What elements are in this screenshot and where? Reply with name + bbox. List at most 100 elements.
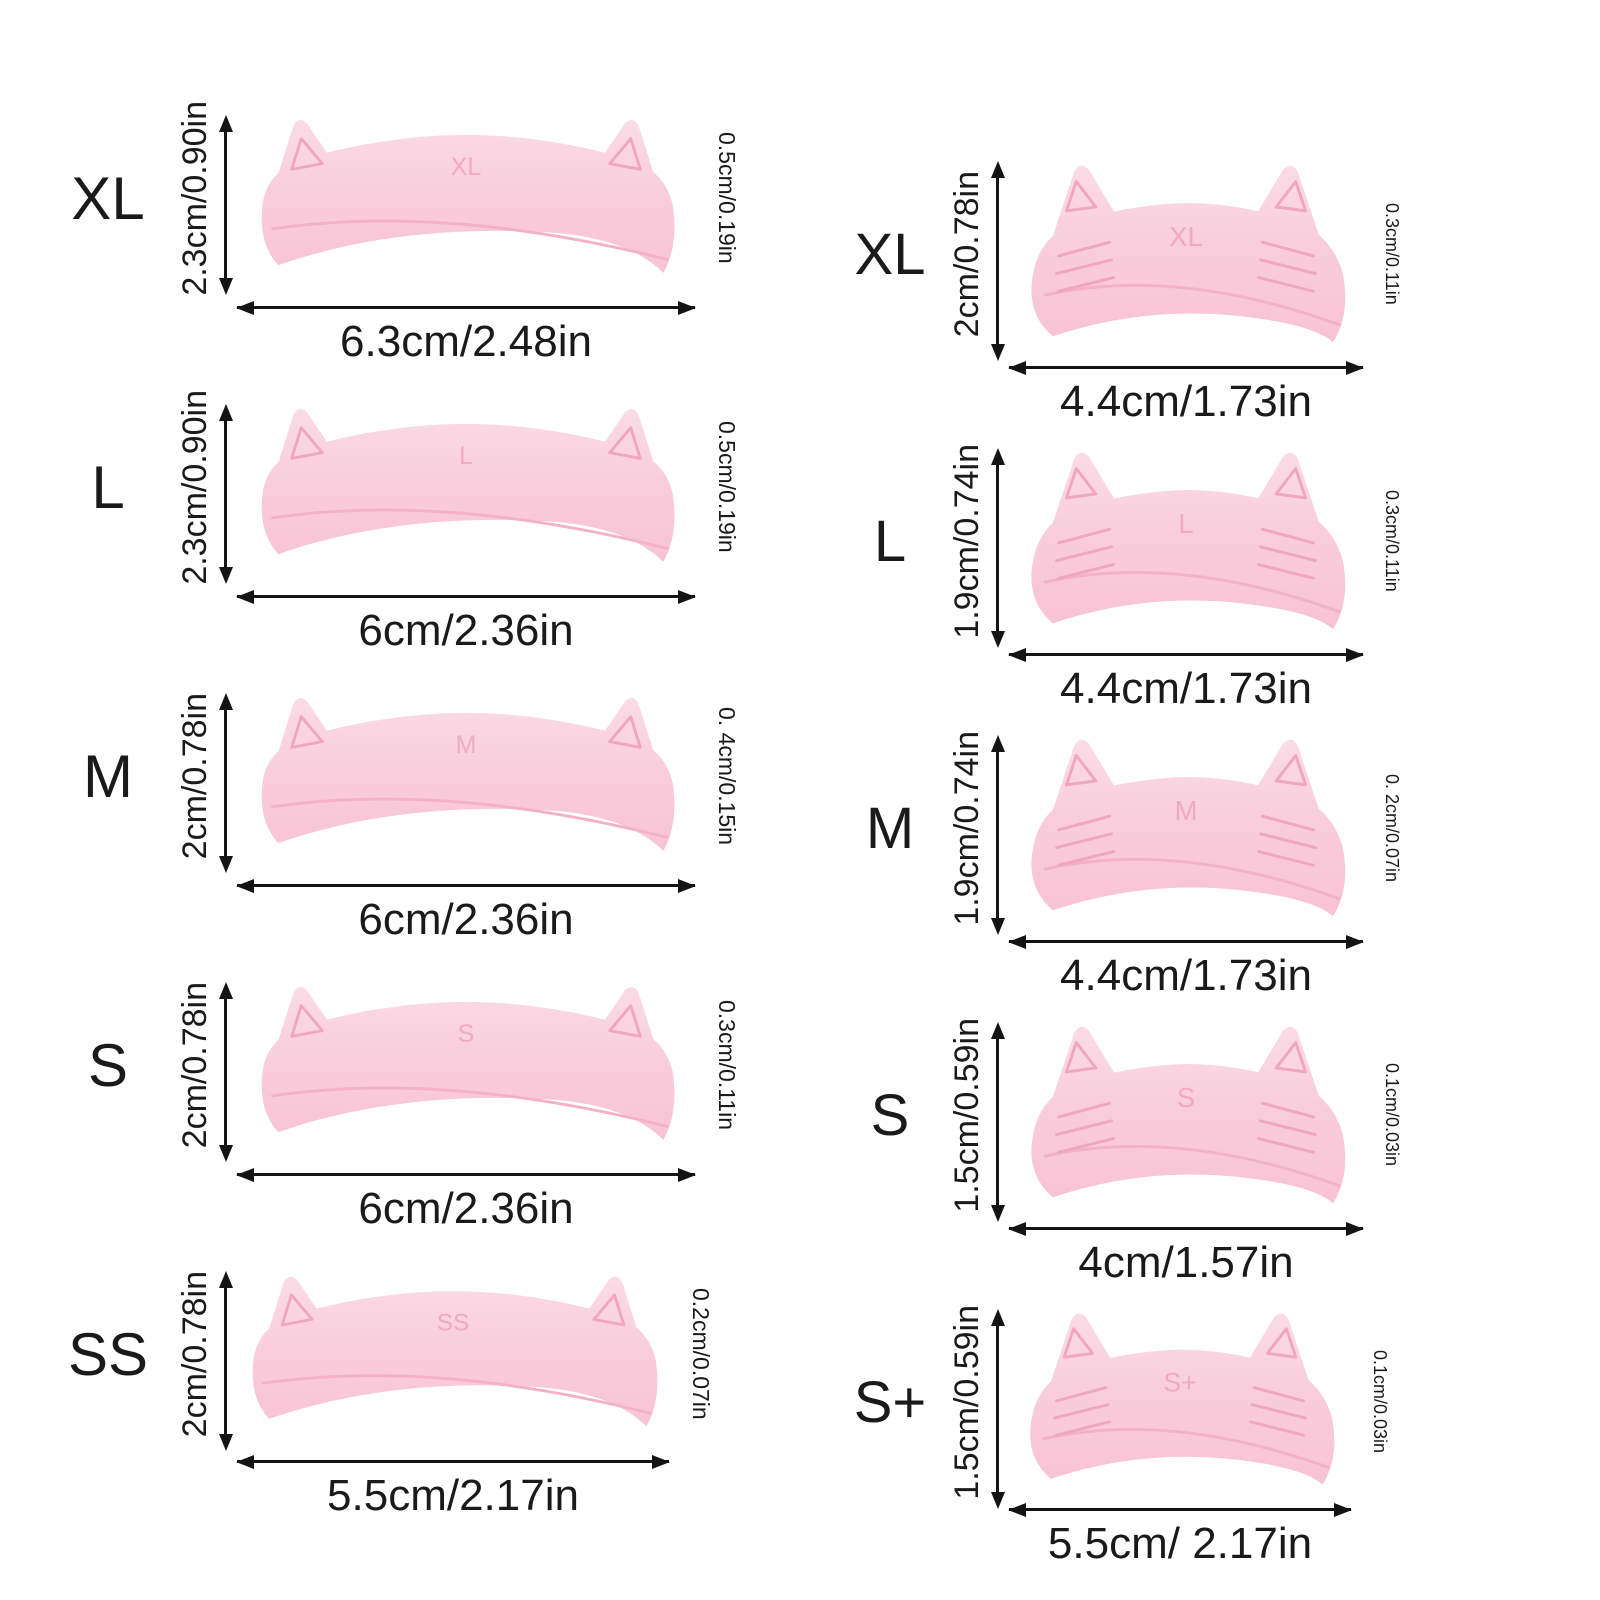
horizontal-arrow-icon <box>1009 1227 1363 1230</box>
lash-pad-image: XL <box>260 118 676 275</box>
height-dimension-label: 1.5cm/0.59in <box>948 1017 986 1213</box>
size-row: SS 2cm/0.78in SS 5.5cm/2.17in 0.2cm/0.07… <box>38 1266 800 1521</box>
lash-pad-image: M <box>260 696 676 853</box>
height-dimension: 2.3cm/0.90in <box>176 390 237 584</box>
pad-size-emboss: SS <box>437 1310 470 1337</box>
size-row: M 2cm/0.78in M 6cm/2.36in 0. 4cm/0.15in <box>38 688 800 945</box>
vertical-arrow-icon <box>996 749 999 920</box>
size-row: XL 2.3cm/0.90in XL 6.3cm/2.48in 0.5cm/0.… <box>38 101 800 367</box>
pad-block: XL 4.4cm/1.73in <box>1009 156 1363 427</box>
width-dimension-label: 4cm/1.57in <box>1078 1238 1294 1287</box>
lash-pad-image: L <box>260 407 676 564</box>
pad-size-emboss: S <box>1177 1082 1195 1113</box>
height-dimension-label: 1.9cm/0.74in <box>948 443 986 639</box>
pad-block: XL 6.3cm/2.48in <box>237 110 695 367</box>
horizontal-arrow-icon <box>237 1173 695 1176</box>
thickness-dimension-label: 0.3cm/0.11in <box>1382 490 1402 592</box>
pad-block: L 4.4cm/1.73in <box>1009 443 1363 714</box>
horizontal-arrow-icon <box>1009 366 1363 369</box>
width-dimension-label: 4.4cm/1.73in <box>1060 377 1312 426</box>
height-dimension-label: 2cm/0.78in <box>176 1270 214 1438</box>
size-row: S 1.5cm/0.59in S 4cm/1.57in 0.1cm/0.03in <box>830 1017 1600 1288</box>
thickness-dimension: 0.3cm/0.11in <box>1382 443 1402 639</box>
thickness-dimension: 0.5cm/0.19in <box>714 399 740 575</box>
pad-size-emboss: L <box>1178 508 1193 539</box>
thickness-dimension: 0. 4cm/0.15in <box>714 688 740 864</box>
width-dimension-label: 4.4cm/1.73in <box>1060 664 1312 713</box>
height-dimension: 2cm/0.78in <box>176 688 237 864</box>
pad-size-emboss: S <box>458 1020 475 1048</box>
size-row: L 1.9cm/0.74in L 4.4cm/1.73in 0.3cm/0.11… <box>830 443 1600 714</box>
thickness-dimension: 0. 2cm/0.07in <box>1382 730 1402 926</box>
pad-size-emboss: M <box>456 731 477 759</box>
horizontal-arrow-icon <box>237 306 695 309</box>
height-dimension-label: 2.3cm/0.90in <box>176 389 214 585</box>
vertical-arrow-icon <box>224 1285 227 1436</box>
width-dimension-label: 5.5cm/ 2.17in <box>1047 1519 1313 1568</box>
lash-pad-image: S <box>260 985 676 1142</box>
pad-block: M 4.4cm/1.73in <box>1009 730 1363 1001</box>
vertical-arrow-icon <box>996 462 999 633</box>
thickness-dimension: 0.2cm/0.07in <box>688 1266 714 1442</box>
vertical-arrow-icon <box>224 707 227 858</box>
height-dimension: 1.9cm/0.74in <box>948 443 1009 639</box>
height-dimension: 2cm/0.78in <box>176 1266 237 1442</box>
vertical-arrow-icon <box>996 1036 999 1207</box>
height-dimension: 1.9cm/0.74in <box>948 730 1009 926</box>
horizontal-arrow-icon <box>237 884 695 887</box>
thickness-dimension-label: 0.3cm/0.11in <box>714 1000 740 1130</box>
thickness-dimension: 0.1cm/0.03in <box>1382 1017 1402 1213</box>
size-label: SS <box>67 1320 149 1388</box>
lash-pad-image: S <box>1029 1025 1347 1205</box>
height-dimension-label: 1.5cm/0.59in <box>948 1304 986 1500</box>
pad-block: SS 5.5cm/2.17in <box>237 1266 669 1521</box>
pad-size-emboss: L <box>459 442 473 470</box>
size-label: M <box>83 742 133 810</box>
lash-pad-image: M <box>1029 738 1347 918</box>
size-row: L 2.3cm/0.90in L 6cm/2.36in 0.5cm/0.19in <box>38 390 800 656</box>
pad-block: S 6cm/2.36in <box>237 977 695 1234</box>
horizontal-arrow-icon <box>1009 653 1363 656</box>
size-label: XL <box>71 164 145 232</box>
thickness-dimension-label: 0. 4cm/0.15in <box>714 706 740 846</box>
horizontal-arrow-icon <box>1009 940 1363 943</box>
pad-size-emboss: S+ <box>1163 1367 1196 1397</box>
pad-block: L 6cm/2.36in <box>237 399 695 656</box>
size-label: S <box>87 1031 129 1099</box>
width-dimension-label: 6cm/2.36in <box>358 895 574 944</box>
size-label: L <box>873 508 907 574</box>
lash-pad-image: L <box>1029 451 1347 631</box>
thickness-dimension-label: 0. 2cm/0.07in <box>1382 773 1402 883</box>
horizontal-arrow-icon <box>237 1460 669 1463</box>
height-dimension: 2cm/0.78in <box>948 156 1009 352</box>
size-label: S+ <box>853 1369 927 1435</box>
thickness-dimension: 0.5cm/0.19in <box>714 110 740 286</box>
thickness-dimension: 0.3cm/0.11in <box>1382 156 1402 352</box>
vertical-arrow-icon <box>996 1323 999 1494</box>
horizontal-arrow-icon <box>237 595 695 598</box>
width-dimension-label: 6cm/2.36in <box>358 606 574 655</box>
size-label: XL <box>854 221 926 287</box>
vertical-arrow-icon <box>996 175 999 346</box>
pad-size-emboss: M <box>1175 795 1198 826</box>
thickness-dimension-label: 0.1cm/0.03in <box>1382 1063 1402 1167</box>
pad-block: S 4cm/1.57in <box>1009 1017 1363 1288</box>
height-dimension: 2.3cm/0.90in <box>176 101 237 295</box>
height-dimension-label: 2cm/0.78in <box>176 981 214 1149</box>
size-label: S <box>870 1082 910 1148</box>
size-row: XL 2cm/0.78in XL 4.4cm/1.73in 0.3cm/0.11… <box>830 156 1600 427</box>
lash-pad-image: XL <box>1029 164 1347 344</box>
size-row: M 1.9cm/0.74in M 4.4cm/1.73in 0. 2cm/0.0… <box>830 730 1600 1001</box>
vertical-arrow-icon <box>224 129 227 280</box>
thickness-dimension-label: 0.1cm/0.03in <box>1370 1350 1390 1454</box>
height-dimension: 1.5cm/0.59in <box>948 1304 1009 1500</box>
height-dimension-label: 1.9cm/0.74in <box>948 730 986 926</box>
height-dimension: 2cm/0.78in <box>176 977 237 1153</box>
thickness-dimension-label: 0.3cm/0.11in <box>1382 203 1402 305</box>
width-dimension-label: 5.5cm/2.17in <box>327 1471 579 1520</box>
size-row: S+ 1.5cm/0.59in S+ 5.5cm/ 2.17in 0.1cm/0… <box>830 1304 1600 1569</box>
right-size-column: XL 2cm/0.78in XL 4.4cm/1.73in 0.3cm/0.11… <box>800 110 1600 1585</box>
pad-block: M 6cm/2.36in <box>237 688 695 945</box>
pad-size-emboss: XL <box>1169 221 1203 252</box>
